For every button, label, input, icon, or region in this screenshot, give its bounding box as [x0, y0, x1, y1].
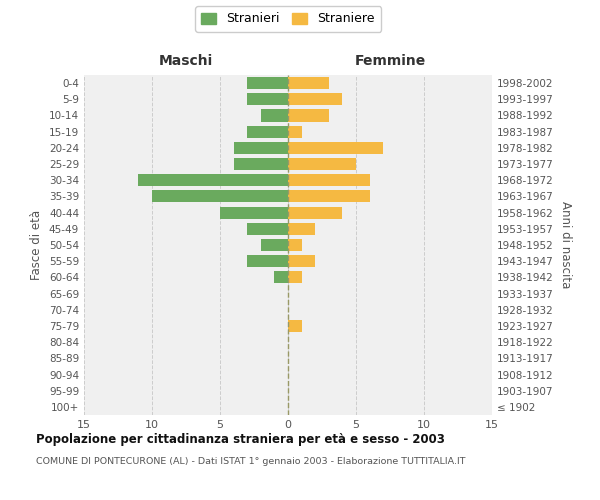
Bar	[288, 320, 302, 332]
Bar	[288, 272, 302, 283]
Text: Popolazione per cittadinanza straniera per età e sesso - 2003: Popolazione per cittadinanza straniera p…	[36, 432, 445, 446]
Bar	[152, 190, 288, 202]
Bar	[288, 239, 302, 251]
Bar	[247, 77, 288, 89]
Legend: Stranieri, Straniere: Stranieri, Straniere	[195, 6, 381, 32]
Bar	[288, 93, 343, 106]
Bar	[288, 110, 329, 122]
Bar	[233, 142, 288, 154]
Bar	[247, 126, 288, 138]
Y-axis label: Anni di nascita: Anni di nascita	[559, 202, 572, 288]
Bar	[233, 158, 288, 170]
Text: Femmine: Femmine	[355, 54, 425, 68]
Bar	[288, 255, 315, 268]
Bar	[288, 222, 315, 235]
Bar	[288, 142, 383, 154]
Bar	[274, 272, 288, 283]
Y-axis label: Fasce di età: Fasce di età	[31, 210, 43, 280]
Bar	[288, 190, 370, 202]
Bar	[261, 110, 288, 122]
Text: COMUNE DI PONTECURONE (AL) - Dati ISTAT 1° gennaio 2003 - Elaborazione TUTTITALI: COMUNE DI PONTECURONE (AL) - Dati ISTAT …	[36, 458, 466, 466]
Bar	[220, 206, 288, 218]
Bar	[247, 222, 288, 235]
Bar	[288, 158, 356, 170]
Text: Maschi: Maschi	[159, 54, 213, 68]
Bar	[247, 93, 288, 106]
Bar	[247, 255, 288, 268]
Bar	[139, 174, 288, 186]
Bar	[288, 206, 343, 218]
Bar	[261, 239, 288, 251]
Bar	[288, 126, 302, 138]
Bar	[288, 77, 329, 89]
Bar	[288, 174, 370, 186]
